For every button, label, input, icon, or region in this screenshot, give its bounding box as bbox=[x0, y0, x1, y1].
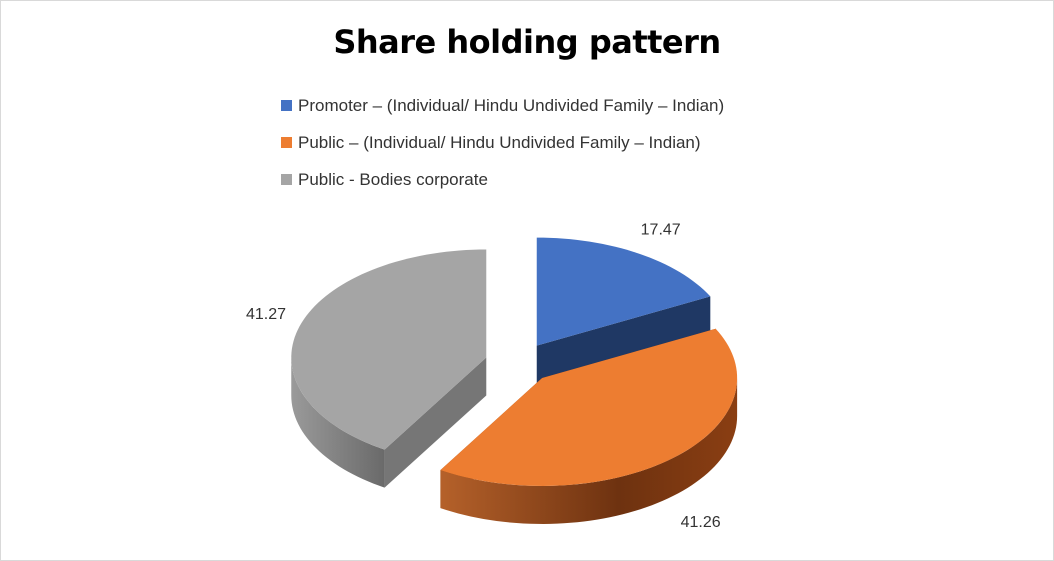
pie-slice bbox=[291, 249, 487, 450]
legend-label: Public – (Individual/ Hindu Undivided Fa… bbox=[298, 132, 701, 152]
slice-cut-face bbox=[384, 357, 487, 488]
legend-item: Public – (Individual/ Hindu Undivided Fa… bbox=[281, 124, 724, 161]
slice-cut-face bbox=[536, 296, 711, 384]
legend: Promoter – (Individual/ Hindu Undivided … bbox=[281, 87, 724, 198]
data-label: 17.47 bbox=[641, 222, 681, 239]
legend-swatch bbox=[281, 100, 292, 111]
legend-item: Public - Bodies corporate bbox=[281, 161, 724, 198]
legend-item: Promoter – (Individual/ Hindu Undivided … bbox=[281, 87, 724, 124]
legend-label: Promoter – (Individual/ Hindu Undivided … bbox=[298, 95, 725, 115]
legend-swatch bbox=[281, 174, 292, 185]
pie-slice bbox=[440, 328, 738, 486]
slice-outer-wall bbox=[440, 377, 738, 524]
data-label: 41.26 bbox=[681, 514, 721, 531]
legend-swatch bbox=[281, 137, 292, 148]
legend-label: Public - Bodies corporate bbox=[298, 169, 488, 189]
data-label: 41.27 bbox=[246, 306, 286, 323]
pie-slice bbox=[536, 237, 711, 346]
chart-title: Share holding pattern bbox=[333, 23, 721, 61]
slice-outer-wall bbox=[291, 357, 385, 488]
